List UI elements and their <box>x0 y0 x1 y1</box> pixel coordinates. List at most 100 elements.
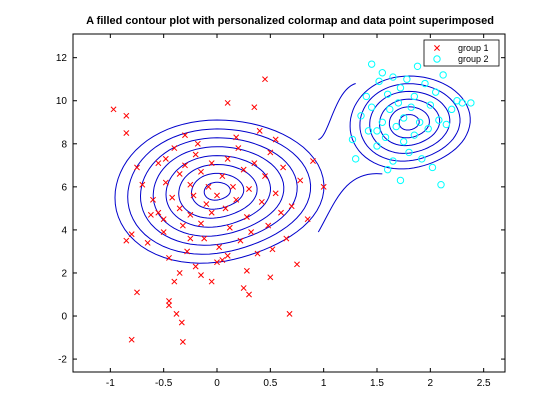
group2-point <box>410 92 419 101</box>
x-tick-label: 2.5 <box>477 378 491 389</box>
group1-point <box>162 155 169 162</box>
group2-point <box>467 99 475 107</box>
contour-line-a <box>127 128 312 255</box>
group2-point <box>415 118 424 126</box>
group2-point <box>435 116 443 124</box>
group1-point <box>208 160 215 167</box>
group1-point <box>155 209 162 216</box>
x-tick-label: -0.5 <box>155 378 173 389</box>
group1-point <box>110 106 117 113</box>
contour-lines <box>114 75 471 264</box>
group1-point <box>187 181 194 188</box>
data-points <box>110 60 475 345</box>
group2-point <box>405 148 413 157</box>
group1-point <box>198 272 204 279</box>
group1-point <box>235 145 242 152</box>
group2-point <box>428 163 437 172</box>
group1-point <box>243 214 250 220</box>
group1-point <box>166 302 172 309</box>
group1-point <box>226 224 233 231</box>
x-tick-label: 1.5 <box>370 378 384 389</box>
group1-point <box>237 237 244 244</box>
group1-point <box>272 136 279 143</box>
group1-point <box>297 177 304 184</box>
group1-point <box>187 211 194 218</box>
group1-point <box>214 192 220 199</box>
group1-point <box>230 183 236 190</box>
group1-point <box>166 254 172 261</box>
y-tick-label: 8 <box>61 139 67 150</box>
contour-line-a <box>178 163 258 219</box>
x-tick-label: 0 <box>214 378 220 389</box>
group1-point <box>166 298 172 304</box>
group2-point <box>399 137 408 146</box>
y-tick-label: 10 <box>56 96 68 107</box>
group2-point <box>362 92 371 101</box>
legend-label-group2: group 2 <box>458 54 489 64</box>
x-tick-label: 0.5 <box>263 378 277 389</box>
contour-line-a <box>114 119 325 264</box>
group1-point <box>280 164 287 171</box>
group1-point <box>155 160 162 167</box>
group1-point <box>310 158 316 164</box>
group1-point <box>192 263 199 270</box>
x-tick-label: 2 <box>428 378 434 389</box>
group2-point <box>413 62 422 70</box>
group1-point <box>208 209 215 216</box>
group2-point <box>378 118 387 126</box>
group1-point <box>184 248 191 255</box>
group1-point <box>198 220 204 227</box>
group1-point <box>262 76 268 83</box>
contour-line-b <box>359 83 461 162</box>
contour-link <box>317 83 383 233</box>
group2-point <box>373 127 381 135</box>
group1-point <box>248 229 255 236</box>
group1-point <box>150 196 156 203</box>
group1-point <box>278 209 284 216</box>
group1-point <box>222 205 229 212</box>
group1-point <box>208 278 215 285</box>
group1-point <box>224 252 231 259</box>
contour-line-b <box>349 75 471 170</box>
group2-point <box>378 69 387 77</box>
group2-point <box>424 125 432 133</box>
group1-point <box>240 285 247 291</box>
group2-point <box>431 88 440 96</box>
group1-point <box>240 166 247 173</box>
group2-point <box>396 176 405 185</box>
group1-point <box>144 239 151 246</box>
group1-point <box>182 162 188 169</box>
group1-point <box>176 170 183 177</box>
plot-frame <box>72 33 506 373</box>
group2-point <box>410 131 419 139</box>
group1-point <box>224 155 231 162</box>
contour-line-b <box>388 106 430 139</box>
plot-area <box>72 33 506 373</box>
group1-point <box>201 235 208 242</box>
legend-box <box>423 39 500 67</box>
group2-point <box>418 155 426 163</box>
group1-point <box>190 192 197 199</box>
group2-point <box>375 77 383 86</box>
x-tick-label: 1 <box>321 378 327 389</box>
contour-line-b <box>369 90 451 154</box>
group1-point <box>123 130 130 136</box>
contour-line-a <box>152 146 285 237</box>
group2-point <box>367 103 376 111</box>
group1-point <box>254 250 261 257</box>
group1-point <box>269 246 276 253</box>
group1-point <box>262 173 268 180</box>
group1-point <box>205 183 212 190</box>
group1-point <box>219 173 226 180</box>
contour-line-a <box>165 155 272 228</box>
x-tick-label: -1 <box>106 378 115 389</box>
y-tick-label: 2 <box>61 268 67 279</box>
group1-point <box>286 310 293 317</box>
group1-point <box>251 104 258 111</box>
group2-point <box>357 112 365 120</box>
group2-point <box>348 135 357 144</box>
group1-point <box>224 99 231 106</box>
contour-line-b <box>398 114 420 131</box>
